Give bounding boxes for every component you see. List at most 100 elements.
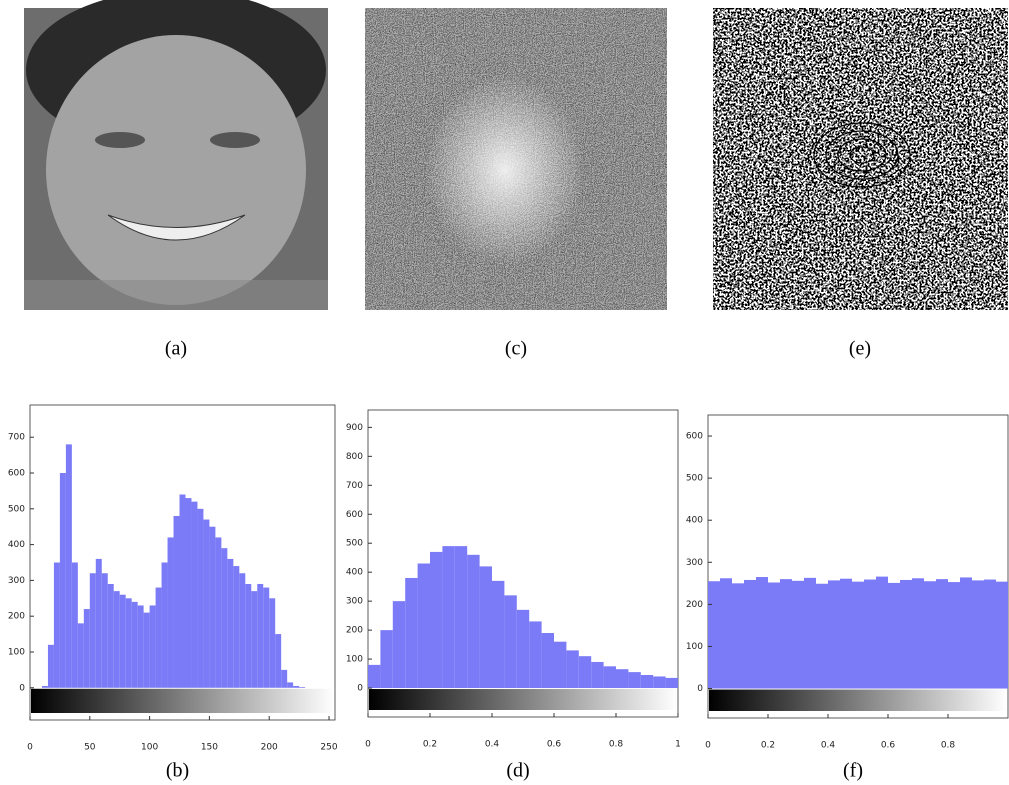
y-tick-label: 400 (686, 516, 703, 526)
histogram-bar (149, 605, 156, 688)
y-tick-label: 400 (8, 540, 25, 550)
y-tick-label: 600 (346, 510, 363, 520)
x-tick-label: 0.6 (547, 740, 562, 750)
histogram-bar (492, 580, 505, 689)
histogram-bar (203, 519, 210, 688)
histogram-bar (209, 526, 216, 688)
y-tick-label: 800 (346, 452, 363, 462)
histogram-bar (840, 578, 852, 689)
y-tick-label: 0 (19, 683, 25, 693)
histogram-bar (591, 661, 604, 689)
histogram-bar (876, 576, 888, 689)
y-tick-label: 200 (686, 600, 703, 610)
histogram-bar (77, 623, 84, 688)
colorbar (709, 689, 1007, 711)
histogram-bar (792, 580, 804, 689)
y-tick-label: 600 (8, 469, 25, 479)
histogram-bar (653, 676, 666, 689)
y-tick-label: 100 (8, 647, 25, 657)
histogram-bar (665, 677, 678, 689)
histogram-bar (155, 587, 162, 688)
x-tick-label: 0.4 (821, 741, 836, 751)
histogram-bar (239, 573, 246, 688)
colorbar (369, 689, 677, 710)
histogram-bar (768, 582, 780, 689)
histogram-bar (263, 587, 270, 688)
histogram-bar (137, 605, 144, 688)
histogram-bar (95, 558, 102, 688)
histogram-bar (996, 581, 1008, 689)
y-tick-label: 300 (8, 576, 25, 586)
chart-caption: (f) (843, 760, 863, 782)
histogram-bar (83, 609, 90, 688)
histogram-bar (293, 685, 300, 688)
histogram-bar (479, 566, 492, 689)
histogram-bar (804, 577, 816, 689)
y-tick-label: 600 (686, 432, 703, 442)
histogram-bar (167, 537, 174, 688)
histogram-bar (467, 554, 480, 689)
histogram-bar (442, 546, 455, 689)
histogram-bar (269, 598, 276, 688)
x-tick-label: 0.4 (485, 740, 500, 750)
histogram-bar (828, 580, 840, 689)
histogram-bar (756, 577, 768, 689)
histogram-bar (628, 672, 641, 689)
histogram-bar (541, 633, 554, 689)
histogram-bar (197, 508, 204, 688)
binary-image (713, 8, 1008, 310)
y-tick-label: 100 (686, 642, 703, 652)
histogram-bar (59, 473, 66, 688)
x-tick-label: 0.6 (881, 741, 896, 751)
colorbar (31, 688, 334, 713)
histogram-bar (430, 551, 443, 689)
histogram-bar (380, 630, 393, 689)
histogram-bar (984, 579, 996, 689)
histogram-bar (221, 548, 228, 688)
x-tick-label: 0.2 (423, 740, 437, 750)
histogram-bar (257, 583, 264, 688)
histogram-bar (392, 601, 406, 689)
histogram-bar (161, 562, 168, 688)
histogram-bar (179, 494, 186, 688)
histogram-bar (960, 577, 972, 689)
histogram-bar (65, 444, 72, 688)
histogram-bar (251, 591, 258, 688)
x-tick-label: 100 (141, 743, 158, 753)
image-caption: (c) (505, 338, 527, 360)
y-tick-label: 700 (8, 433, 25, 443)
histogram-bar (708, 581, 720, 689)
histogram-bar (227, 558, 234, 688)
histogram-bar (191, 501, 198, 688)
histogram-bar (215, 537, 222, 688)
x-tick-label: 0 (365, 740, 371, 750)
x-tick-label: 150 (201, 743, 218, 753)
face-image (24, 0, 328, 310)
noise-image (365, 8, 667, 310)
histogram-bar (816, 583, 828, 689)
histogram-bar (516, 609, 530, 689)
histogram-bar (233, 566, 240, 688)
histogram-bar (299, 687, 306, 688)
histogram-bar (912, 578, 924, 689)
x-tick-label: 0 (27, 743, 33, 753)
y-tick-label: 0 (697, 684, 703, 694)
y-tick-label: 700 (346, 481, 363, 491)
histogram-bar (529, 621, 542, 689)
y-tick-label: 100 (346, 655, 363, 665)
histogram-bar (603, 666, 616, 689)
histogram-bar (566, 650, 579, 689)
x-tick-label: 200 (261, 743, 278, 753)
histogram-bar (948, 582, 960, 689)
image-caption: (e) (849, 338, 871, 360)
histogram-bar (900, 579, 912, 689)
y-tick-label: 500 (8, 504, 25, 514)
chart-caption: (b) (166, 760, 189, 782)
histogram-bar (125, 598, 132, 688)
histogram-bar (554, 641, 567, 689)
histogram-bar (924, 581, 936, 689)
histogram-bar (578, 656, 592, 689)
histogram-bar (173, 515, 180, 688)
x-tick-label: 250 (320, 743, 337, 753)
